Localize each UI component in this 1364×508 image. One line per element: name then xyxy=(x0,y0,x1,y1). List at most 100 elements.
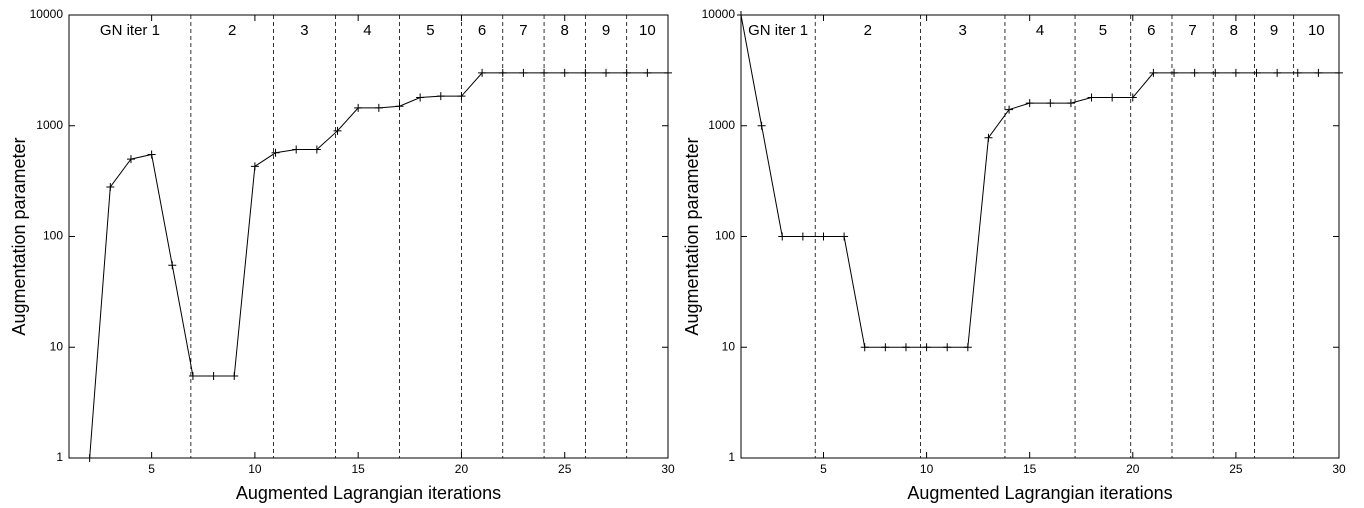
point-marker xyxy=(1128,93,1137,102)
point-marker xyxy=(416,93,425,102)
point-marker xyxy=(1149,68,1158,77)
point-marker xyxy=(209,372,218,381)
iteration-label: 9 xyxy=(1270,22,1278,39)
y-axis-title: Augmentation parameter xyxy=(682,137,702,335)
iteration-label: 7 xyxy=(1188,22,1196,39)
point-marker xyxy=(436,92,445,101)
x-axis-title: Augmented Lagrangian iterations xyxy=(236,483,501,503)
x-tick-label: 25 xyxy=(558,462,572,476)
iteration-label: 3 xyxy=(959,22,967,39)
iteration-label: 4 xyxy=(1036,22,1044,39)
point-marker xyxy=(395,102,404,111)
point-marker xyxy=(1005,105,1014,114)
iteration-label: 2 xyxy=(864,22,872,39)
point-marker xyxy=(1335,68,1343,77)
point-marker xyxy=(757,121,766,130)
iteration-label: 5 xyxy=(1099,22,1107,39)
y-tick-label: 10 xyxy=(722,339,736,353)
data-line xyxy=(89,72,668,459)
point-marker xyxy=(1231,68,1240,77)
iteration-label: 3 xyxy=(300,22,308,39)
point-marker xyxy=(622,68,631,77)
x-tick-label: 10 xyxy=(920,462,934,476)
iteration-label: GN iter 1 xyxy=(100,22,160,39)
point-marker xyxy=(798,232,807,241)
x-tick-label: 20 xyxy=(455,462,469,476)
point-marker xyxy=(1314,68,1323,77)
point-marker xyxy=(581,68,590,77)
point-marker xyxy=(819,232,828,241)
iteration-label: 7 xyxy=(519,22,527,39)
point-marker xyxy=(147,150,156,159)
point-marker xyxy=(664,68,672,77)
point-marker xyxy=(519,68,528,77)
point-marker xyxy=(250,162,259,171)
iteration-label: 6 xyxy=(478,22,486,39)
point-marker xyxy=(737,11,745,19)
x-tick-label: 5 xyxy=(820,462,827,476)
x-axis-title: Augmented Lagrangian iterations xyxy=(907,483,1172,503)
iteration-label: 10 xyxy=(639,22,656,39)
point-marker xyxy=(292,145,301,154)
point-marker xyxy=(643,68,652,77)
point-marker xyxy=(498,68,507,77)
x-tick-label: 30 xyxy=(661,462,675,476)
point-marker xyxy=(1046,99,1055,108)
point-marker xyxy=(922,343,931,352)
point-marker xyxy=(560,68,569,77)
point-marker xyxy=(457,92,466,101)
point-marker xyxy=(602,68,611,77)
point-marker xyxy=(1211,68,1220,77)
point-marker xyxy=(943,343,952,352)
x-tick-label: 5 xyxy=(148,462,155,476)
point-marker xyxy=(1252,68,1261,77)
y-tick-label: 10000 xyxy=(702,7,736,21)
point-marker xyxy=(1066,99,1075,108)
point-marker xyxy=(1170,68,1179,77)
point-marker xyxy=(540,68,549,77)
point-marker xyxy=(1190,68,1199,77)
iteration-label: 8 xyxy=(561,22,569,39)
point-marker xyxy=(778,232,787,241)
x-tick-label: 15 xyxy=(351,462,365,476)
point-marker xyxy=(354,103,363,112)
x-tick-label: 30 xyxy=(1332,462,1346,476)
point-marker xyxy=(860,343,869,352)
point-marker xyxy=(230,372,239,381)
point-marker xyxy=(271,148,280,157)
y-tick-label: 1000 xyxy=(36,118,63,132)
plot-frame xyxy=(68,14,669,459)
y-tick-label: 1 xyxy=(728,450,735,464)
point-marker xyxy=(188,372,197,381)
data-line xyxy=(740,14,1339,348)
iteration-label: 8 xyxy=(1230,22,1238,39)
iteration-label: 5 xyxy=(426,22,434,39)
point-marker xyxy=(984,133,993,142)
point-marker xyxy=(1273,68,1282,77)
x-tick-label: 15 xyxy=(1023,462,1037,476)
point-marker xyxy=(478,68,487,77)
point-marker xyxy=(374,103,383,112)
y-tick-label: 100 xyxy=(43,229,63,243)
x-tick-label: 20 xyxy=(1126,462,1140,476)
point-marker xyxy=(168,261,177,270)
point-marker xyxy=(333,126,342,135)
iteration-label: 4 xyxy=(363,22,371,39)
point-marker xyxy=(881,343,890,352)
point-marker xyxy=(840,232,849,241)
point-marker xyxy=(963,343,972,352)
point-marker xyxy=(1087,93,1096,102)
point-marker xyxy=(312,145,321,154)
iteration-label: 2 xyxy=(228,22,236,39)
point-marker xyxy=(85,454,94,462)
y-tick-label: 10 xyxy=(50,339,64,353)
point-marker xyxy=(126,155,135,164)
iteration-label: 6 xyxy=(1147,22,1155,39)
point-marker xyxy=(106,182,115,191)
iteration-label: 9 xyxy=(602,22,610,39)
y-tick-label: 100 xyxy=(715,229,735,243)
y-tick-label: 1000 xyxy=(708,118,735,132)
point-marker xyxy=(1025,99,1034,108)
iteration-label: 10 xyxy=(1308,22,1325,39)
